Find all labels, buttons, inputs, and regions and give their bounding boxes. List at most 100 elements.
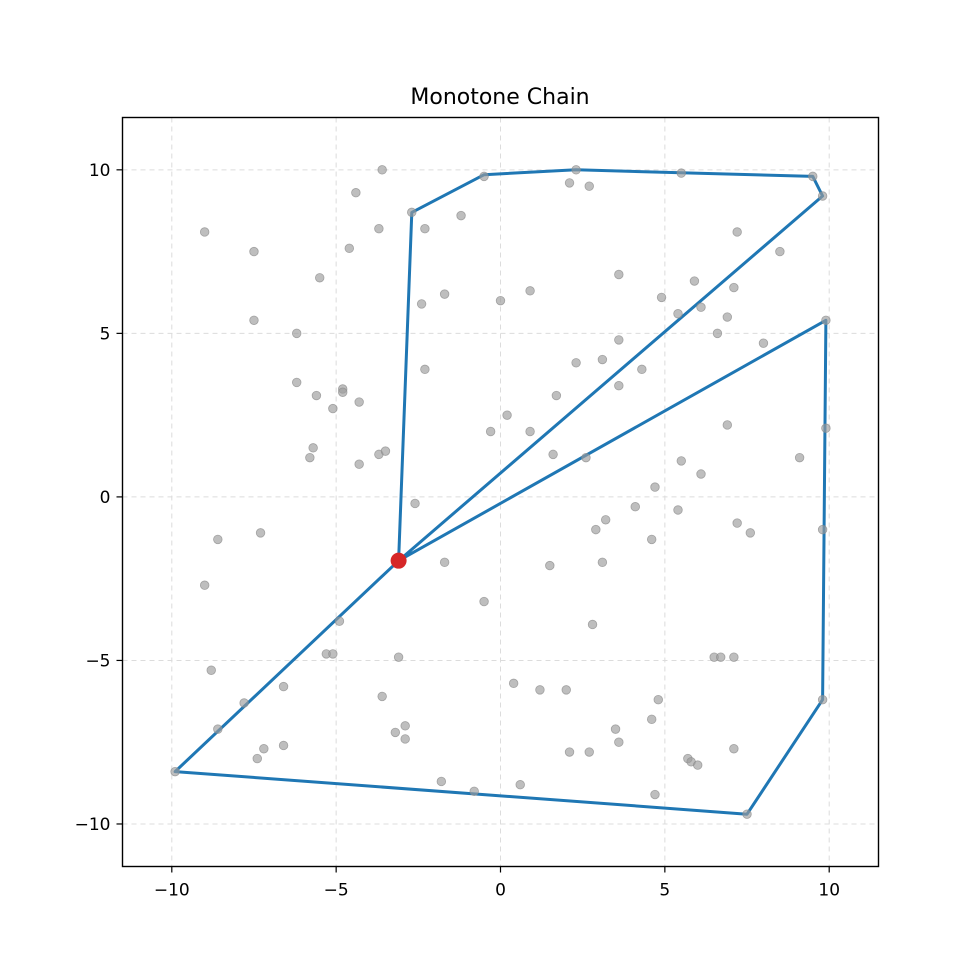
- data-point: [729, 744, 739, 754]
- data-point: [259, 744, 269, 754]
- data-point: [315, 273, 325, 283]
- data-point: [653, 694, 663, 705]
- chart-title: Monotone Chain: [410, 85, 589, 110]
- data-point: [732, 227, 742, 237]
- data-point: [410, 498, 420, 509]
- data-point: [502, 410, 512, 420]
- data-point: [745, 528, 756, 538]
- data-point: [420, 224, 430, 234]
- data-point: [732, 518, 742, 528]
- data-point: [328, 649, 338, 659]
- x-tick-label: 5: [659, 881, 670, 901]
- data-point: [199, 580, 210, 590]
- data-point: [758, 338, 769, 348]
- point-layer: [170, 165, 831, 819]
- y-tick-label: 10: [89, 161, 111, 181]
- data-point: [742, 809, 752, 819]
- x-tick-label: 0: [495, 881, 506, 901]
- y-tick-label: 0: [100, 488, 111, 508]
- data-point: [696, 302, 706, 312]
- data-point: [712, 328, 723, 339]
- data-point: [630, 502, 640, 512]
- data-point: [525, 286, 535, 296]
- data-point: [821, 315, 831, 325]
- data-point: [436, 776, 447, 787]
- data-point: [722, 312, 733, 322]
- data-point: [374, 224, 384, 234]
- x-tick-label: −5: [324, 881, 349, 901]
- data-point: [292, 377, 302, 388]
- data-point: [485, 426, 496, 437]
- data-point: [817, 191, 828, 201]
- data-point: [600, 515, 611, 525]
- data-point: [808, 171, 818, 182]
- data-point: [535, 685, 545, 695]
- data-point: [525, 426, 535, 437]
- hull-layer: [173, 168, 828, 816]
- data-point: [308, 443, 318, 453]
- data-point: [252, 753, 262, 764]
- data-point: [676, 456, 686, 466]
- data-point: [292, 328, 302, 339]
- data-point: [170, 766, 180, 777]
- data-point: [571, 358, 581, 368]
- data-point: [390, 727, 401, 738]
- data-point: [656, 292, 667, 303]
- data-point: [545, 560, 555, 571]
- data-point: [305, 452, 315, 463]
- data-point: [729, 282, 739, 293]
- data-point: [775, 246, 785, 257]
- data-point: [817, 694, 828, 705]
- data-point: [650, 789, 660, 800]
- data-point: [334, 616, 345, 626]
- data-point: [650, 482, 660, 492]
- data-point: [439, 289, 450, 299]
- data-point: [249, 246, 259, 257]
- data-point: [587, 619, 598, 630]
- data-point: [794, 452, 805, 463]
- data-point: [673, 309, 683, 319]
- data-point: [206, 665, 216, 675]
- data-point: [377, 691, 387, 702]
- data-point: [495, 295, 506, 306]
- data-point: [456, 210, 466, 221]
- data-point: [344, 243, 355, 254]
- data-point: [213, 534, 223, 545]
- data-point: [377, 165, 387, 175]
- data-point: [400, 734, 410, 744]
- data-point: [469, 786, 479, 796]
- data-point: [548, 449, 558, 460]
- data-point: [354, 397, 364, 407]
- data-point: [614, 335, 624, 345]
- data-point: [278, 740, 289, 751]
- data-point: [213, 724, 223, 734]
- data-point: [407, 207, 417, 218]
- data-point: [673, 505, 683, 515]
- data-point: [564, 747, 575, 757]
- data-point: [515, 780, 525, 790]
- data-point: [393, 652, 404, 662]
- data-point: [584, 747, 594, 757]
- y-axis: −10 −5 0 5 10: [75, 161, 123, 835]
- monotone-chain-line: [173, 168, 828, 816]
- data-point: [647, 534, 657, 545]
- y-tick-label: −10: [75, 815, 111, 835]
- data-point: [729, 652, 739, 662]
- gridlines: [122, 117, 879, 867]
- data-point: [278, 681, 289, 692]
- data-point: [380, 446, 391, 456]
- data-point: [571, 165, 581, 175]
- data-point: [647, 714, 657, 725]
- data-point: [479, 596, 489, 607]
- data-point: [561, 685, 571, 695]
- data-point: [591, 524, 601, 535]
- data-point: [239, 698, 249, 708]
- anchor-point: [390, 552, 407, 569]
- data-point: [676, 168, 686, 178]
- data-point: [199, 227, 210, 237]
- data-point: [614, 381, 624, 391]
- data-point: [328, 403, 338, 414]
- data-point: [716, 652, 726, 662]
- data-point: [351, 188, 361, 198]
